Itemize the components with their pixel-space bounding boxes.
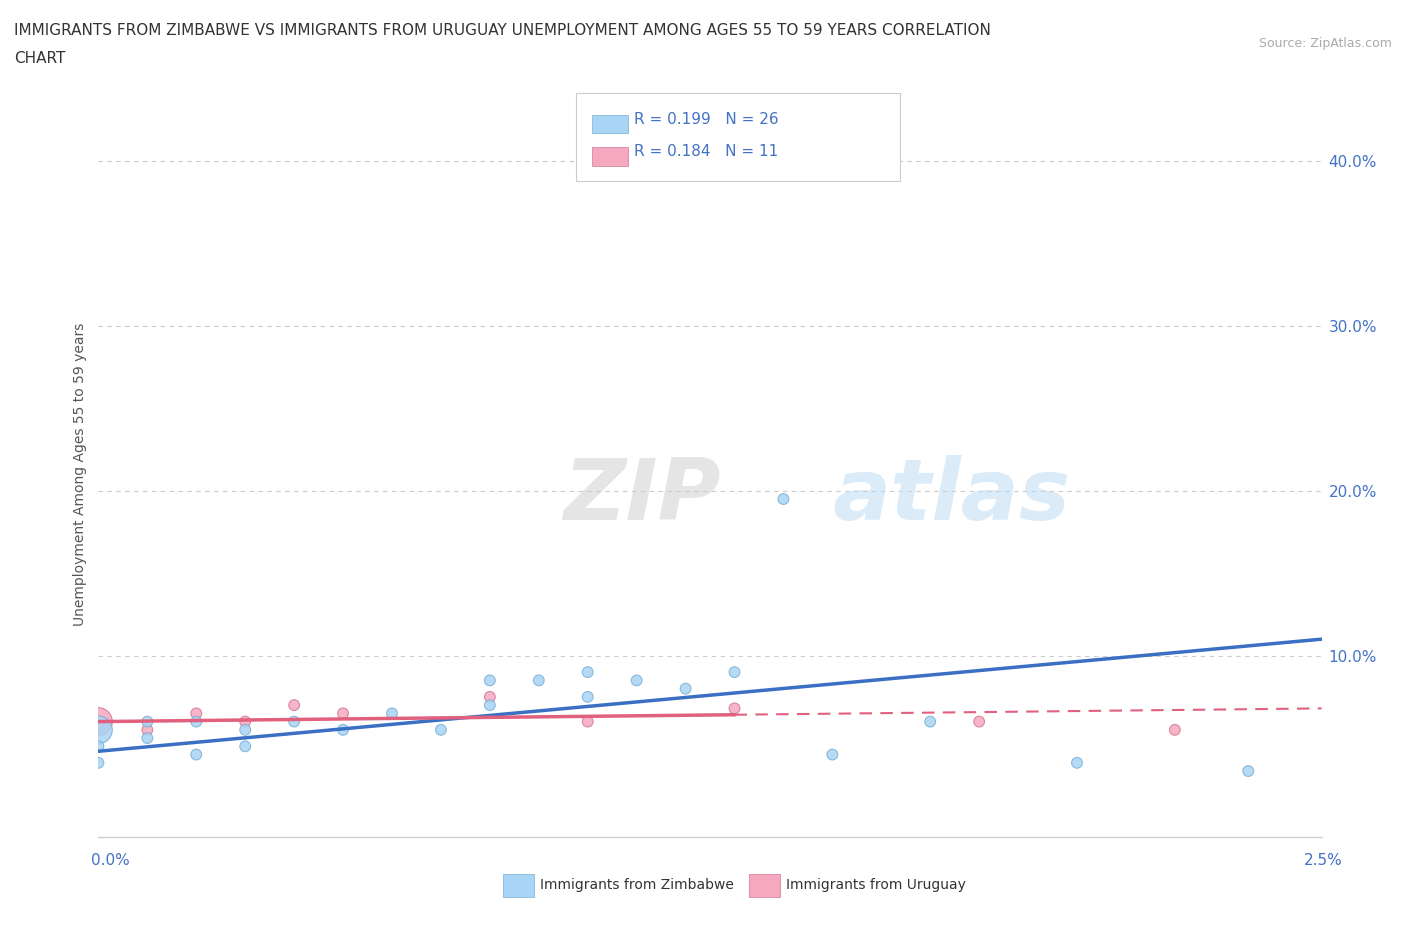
- Point: [233, 738, 256, 753]
- Point: [821, 747, 844, 762]
- Y-axis label: Unemployment Among Ages 55 to 59 years: Unemployment Among Ages 55 to 59 years: [73, 323, 87, 626]
- Point: [430, 723, 453, 737]
- Point: [283, 698, 305, 712]
- Point: [87, 738, 110, 753]
- Point: [87, 714, 110, 729]
- Point: [478, 689, 501, 704]
- Point: [576, 689, 599, 704]
- Text: R = 0.199   N = 26: R = 0.199 N = 26: [634, 112, 779, 126]
- Point: [87, 755, 110, 770]
- Point: [920, 714, 942, 729]
- Point: [527, 673, 550, 688]
- Point: [186, 706, 208, 721]
- Point: [87, 723, 110, 737]
- Point: [772, 492, 794, 507]
- Point: [186, 747, 208, 762]
- Point: [576, 665, 599, 680]
- Text: R = 0.184   N = 11: R = 0.184 N = 11: [634, 144, 779, 159]
- Point: [233, 714, 256, 729]
- Point: [381, 706, 404, 721]
- Point: [478, 698, 501, 712]
- Point: [283, 714, 305, 729]
- Point: [1066, 755, 1088, 770]
- Text: 0.0%: 0.0%: [91, 853, 131, 868]
- Point: [723, 701, 745, 716]
- Point: [186, 714, 208, 729]
- Point: [136, 723, 159, 737]
- Point: [233, 723, 256, 737]
- Point: [967, 714, 990, 729]
- Point: [478, 673, 501, 688]
- Text: Source: ZipAtlas.com: Source: ZipAtlas.com: [1258, 37, 1392, 50]
- Point: [332, 723, 354, 737]
- Point: [723, 665, 745, 680]
- Point: [675, 681, 697, 696]
- Text: CHART: CHART: [14, 51, 66, 66]
- Point: [136, 714, 159, 729]
- Text: 2.5%: 2.5%: [1303, 853, 1343, 868]
- Text: ZIP: ZIP: [564, 455, 721, 538]
- Point: [136, 731, 159, 746]
- Point: [332, 706, 354, 721]
- Point: [1237, 764, 1260, 778]
- Point: [576, 714, 599, 729]
- Text: IMMIGRANTS FROM ZIMBABWE VS IMMIGRANTS FROM URUGUAY UNEMPLOYMENT AMONG AGES 55 T: IMMIGRANTS FROM ZIMBABWE VS IMMIGRANTS F…: [14, 23, 991, 38]
- Text: atlas: atlas: [832, 455, 1070, 538]
- Point: [1164, 723, 1187, 737]
- Point: [626, 673, 648, 688]
- Text: Immigrants from Zimbabwe: Immigrants from Zimbabwe: [540, 878, 734, 893]
- Text: Immigrants from Uruguay: Immigrants from Uruguay: [786, 878, 966, 893]
